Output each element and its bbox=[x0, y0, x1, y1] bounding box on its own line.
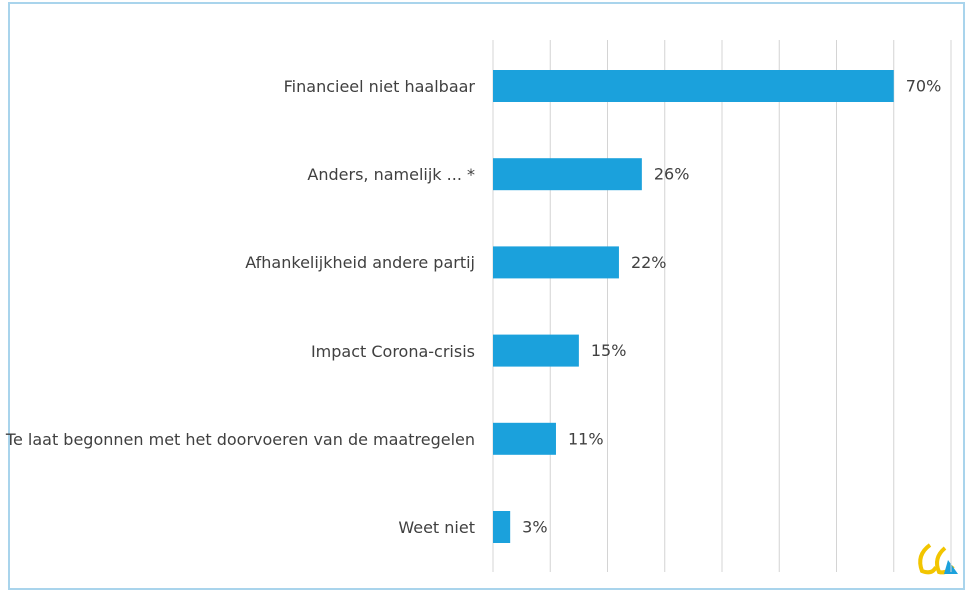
value-label: 3% bbox=[522, 518, 547, 537]
category-label: Anders, namelijk ... * bbox=[307, 165, 475, 185]
category-label: Afhankelijkheid andere partij bbox=[245, 253, 475, 273]
value-label: 70% bbox=[906, 77, 942, 96]
bar bbox=[493, 511, 511, 543]
bar bbox=[493, 334, 579, 367]
bar bbox=[493, 158, 642, 191]
frame bbox=[8, 2, 965, 590]
bar bbox=[493, 246, 619, 279]
category-label: Impact Corona-crisis bbox=[310, 341, 475, 361]
value-label: 26% bbox=[654, 165, 690, 184]
value-label: 15% bbox=[591, 341, 627, 360]
bar bbox=[493, 70, 894, 102]
category-label: Te laat begonnen met het doorvoeren van … bbox=[5, 429, 475, 449]
value-label: 11% bbox=[568, 429, 604, 448]
category-label: Weet niet bbox=[398, 518, 475, 537]
value-label: 22% bbox=[631, 253, 667, 272]
logo bbox=[918, 543, 958, 575]
category-label: Financieel niet haalbaar bbox=[283, 77, 475, 96]
bar bbox=[493, 422, 556, 455]
